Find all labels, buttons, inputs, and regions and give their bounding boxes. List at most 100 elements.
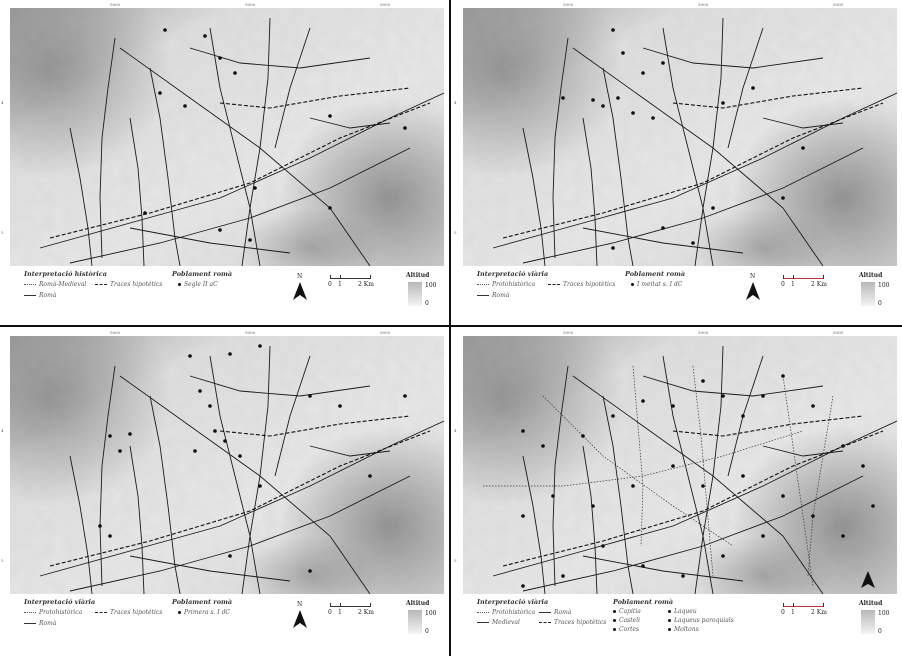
settlement-label: Casteli (619, 617, 641, 624)
coord-top-label: 5000 (698, 330, 709, 335)
legend-route-item: Traces hipotètics (548, 281, 615, 288)
coord-side-label: 5 (454, 558, 457, 563)
legend-settlement-item: Cortes (613, 626, 639, 633)
settlement-label: Cortes (619, 626, 640, 633)
settlement-dot-icon (178, 611, 181, 614)
legend-route-item: Medieval (477, 619, 520, 626)
map-panel-3: 5000 5000 5000 4 5 Interpretació viària Protoh… (0, 328, 447, 652)
scale-label: 0 (328, 281, 332, 288)
route-swatch (24, 612, 36, 613)
legend-interp-title: Interpretació viària (24, 598, 96, 606)
settlement-dot-icon (841, 534, 845, 538)
legend-interp-title: Interpretació històrica (24, 270, 107, 278)
scale-label: 1 (338, 281, 342, 288)
settlement-dot-icon (521, 514, 525, 518)
settlement-dot-icon (661, 226, 665, 230)
legend-route-item: Romà-Medieval (24, 281, 86, 288)
scale-label: 1 (791, 609, 795, 616)
altitude-min: 0 (878, 300, 882, 307)
north-arrow: N (292, 273, 308, 300)
settlement-dot-icon (751, 86, 755, 90)
settlement-dot-icon (721, 554, 725, 558)
settlement-dot-icon (661, 61, 665, 65)
coord-top-label: 5000 (110, 2, 121, 7)
map-panel-4: 5000 5000 5000 4 5 Interpretació viària Protoh… (453, 328, 900, 652)
altitude-min: 0 (425, 628, 429, 635)
settlement-dot-icon (258, 344, 262, 348)
settlement-dot-icon (801, 146, 805, 150)
settlement-dot-icon (158, 91, 162, 95)
north-arrow-icon (861, 571, 875, 588)
settlement-dot-icon (108, 434, 112, 438)
settlement-dot-icon (611, 414, 615, 418)
settlement-points (143, 28, 407, 242)
legend-poblament-title: Poblament romà (172, 270, 233, 278)
settlement-dot-icon (613, 610, 616, 613)
settlement-dot-icon (308, 394, 312, 398)
scale-label: 2 Km (811, 281, 827, 288)
route-label: Protohistòrica (492, 609, 536, 616)
settlement-dot-icon (721, 101, 725, 105)
relief-map (10, 8, 444, 266)
altitude-legend: Altitud 100 0 (406, 600, 438, 640)
altitude-title: Altitud (406, 600, 430, 607)
altitude-max: 100 (425, 610, 437, 617)
legend-route-item: Romà (477, 292, 509, 299)
legend-route-item: Traces hipotètics (95, 281, 162, 288)
coord-top-label: 5000 (563, 330, 574, 335)
legend-settlement-item: Laqueu (668, 608, 697, 615)
settlement-dot-icon (761, 394, 765, 398)
settlement-dot-icon (591, 504, 595, 508)
route-swatch (24, 295, 36, 296)
panel-divider-horizontal (0, 325, 902, 327)
legend-settlement-item: Laqueus paroquials (668, 617, 734, 624)
route-swatch (477, 612, 489, 613)
route-label: Traces hipotètics (110, 609, 163, 616)
settlement-dot-icon (631, 111, 635, 115)
coord-top-label: 5000 (833, 330, 844, 335)
coord-top-label: 5000 (380, 330, 391, 335)
altitude-gradient (408, 282, 422, 306)
route-swatch (539, 612, 551, 613)
route-swatch (477, 284, 489, 285)
settlement-dot-icon (193, 449, 197, 453)
route-label: Romà (492, 292, 510, 299)
map-legend: Interpretació viària Protohistòrica Traces… (463, 266, 897, 320)
settlement-dot-icon (741, 414, 745, 418)
settlement-dot-icon (611, 246, 615, 250)
settlement-dot-icon (163, 28, 167, 32)
settlement-dot-icon (128, 432, 132, 436)
settlement-dot-icon (338, 404, 342, 408)
settlement-dot-icon (118, 449, 122, 453)
settlement-dot-icon (668, 610, 671, 613)
settlement-dot-icon (641, 399, 645, 403)
north-arrow: N (745, 273, 761, 300)
route-swatch (95, 284, 107, 285)
altitude-gradient (861, 282, 875, 306)
altitude-legend: Altitud 100 0 (859, 600, 891, 640)
route-label: Romà-Medieval (39, 281, 87, 288)
route-label: Protohistòrica (39, 609, 83, 616)
legend-settlement-item: Primera s. I dC (178, 609, 230, 616)
settlement-dot-icon (403, 126, 407, 130)
scale-label: 2 Km (811, 609, 827, 616)
settlement-dot-icon (631, 484, 635, 488)
map-legend: Interpretació viària Protohistòrica Traces… (10, 594, 444, 648)
legend-poblament-title: Poblament romà (625, 270, 686, 278)
settlement-dot-icon (198, 389, 202, 393)
settlement-dot-icon (621, 51, 625, 55)
settlement-dot-icon (613, 619, 616, 622)
settlement-dot-icon (741, 474, 745, 478)
coord-side-label: 4 (454, 428, 457, 433)
legend-settlement-item: Moltons (668, 626, 699, 633)
settlement-dot-icon (616, 96, 620, 100)
settlement-dot-icon (218, 228, 222, 232)
settlement-dot-icon (178, 283, 181, 286)
altitude-max: 100 (878, 610, 890, 617)
settlement-label: Segle II aC (184, 281, 218, 288)
map-panel-2: 5000 5000 5000 4 5 Interpretació viària Protoh… (453, 0, 900, 324)
map-legend: Interpretació viària Protohistòrica Mediev… (463, 594, 897, 648)
settlement-dot-icon (248, 238, 252, 242)
